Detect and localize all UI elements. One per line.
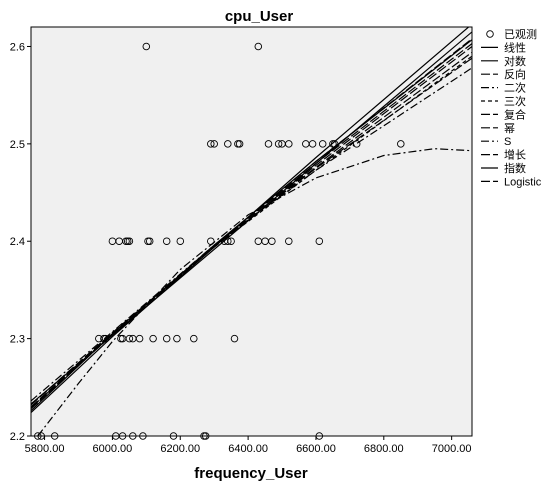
data-point <box>101 334 110 343</box>
data-point <box>285 140 293 148</box>
data-point <box>34 432 42 440</box>
plot-area <box>30 26 473 437</box>
legend-label: Logistic <box>504 176 542 188</box>
data-point <box>227 237 235 245</box>
data-point <box>274 140 283 148</box>
fit-curve-4 <box>37 148 472 436</box>
data-point <box>118 432 127 440</box>
data-point <box>176 237 185 245</box>
data-point <box>50 432 59 440</box>
data-point <box>139 432 147 440</box>
x-axis-ticks: 5800.00 6000.00 6200.00 6400.00 6600.00 6800.… <box>25 436 472 455</box>
data-point <box>230 334 239 343</box>
y-tick-label: 2.2 <box>10 431 25 443</box>
legend-label: 对数 <box>504 54 526 68</box>
x-tick-label: 6200.00 <box>160 443 200 455</box>
data-point <box>162 334 171 343</box>
y-tick-label: 2.4 <box>10 236 25 248</box>
data-point <box>190 334 198 343</box>
legend-label: 幂 <box>504 122 515 135</box>
data-point <box>268 237 276 245</box>
x-axis-label: frequency_User <box>194 465 308 482</box>
legend-label: 指数 <box>504 161 526 175</box>
data-point <box>235 140 244 148</box>
data-point <box>129 432 137 440</box>
data-point <box>169 432 178 440</box>
data-point <box>224 140 232 148</box>
x-tick-label: 6400.00 <box>228 443 268 455</box>
data-point <box>149 334 157 343</box>
legend-label: 二次 <box>504 81 526 95</box>
x-tick-label: 5800.00 <box>25 443 65 455</box>
data-point <box>254 42 263 51</box>
x-tick-label: 7000.00 <box>432 443 472 455</box>
fit-curve-8 <box>31 67 472 402</box>
chart-title: cpu_User <box>225 8 294 25</box>
data-point <box>173 334 181 343</box>
data-point <box>135 334 144 343</box>
data-point <box>397 140 405 148</box>
legend-label: S <box>504 136 511 148</box>
data-point <box>207 140 215 148</box>
data-point <box>224 237 232 245</box>
data-point <box>285 237 293 245</box>
x-tick-label: 6000.00 <box>93 443 133 455</box>
y-tick-label: 2.5 <box>10 139 25 151</box>
data-point <box>210 140 218 148</box>
data-point <box>315 237 324 245</box>
data-point <box>308 140 317 148</box>
fit-curve-10 <box>31 27 470 414</box>
data-point <box>162 237 171 245</box>
data-point <box>264 140 273 148</box>
legend-label: 线性 <box>504 40 526 54</box>
legend-label: 三次 <box>504 94 526 108</box>
y-axis-ticks: 2.2 2.3 2.4 2.5 2.6 <box>10 41 31 443</box>
legend-label: 复合 <box>504 107 526 121</box>
data-point <box>145 237 154 245</box>
data-point <box>201 432 210 440</box>
data-point <box>125 237 134 245</box>
legend-label-observed: 已观测 <box>504 28 537 41</box>
data-point <box>330 140 339 148</box>
fit-curve-11 <box>31 38 472 410</box>
legend-marker-observed <box>486 30 494 38</box>
data-point <box>142 42 151 51</box>
data-point <box>207 237 215 245</box>
data-point <box>352 140 361 148</box>
y-tick-label: 2.3 <box>10 334 25 346</box>
legend-label: 增长 <box>504 148 526 162</box>
data-point <box>125 334 134 343</box>
data-point <box>318 140 327 148</box>
legend-label: 反向 <box>504 67 526 81</box>
observed-points <box>34 42 405 440</box>
x-tick-label: 6800.00 <box>364 443 404 455</box>
x-tick-label: 6600.00 <box>296 443 336 455</box>
y-tick-label: 2.6 <box>10 41 25 53</box>
